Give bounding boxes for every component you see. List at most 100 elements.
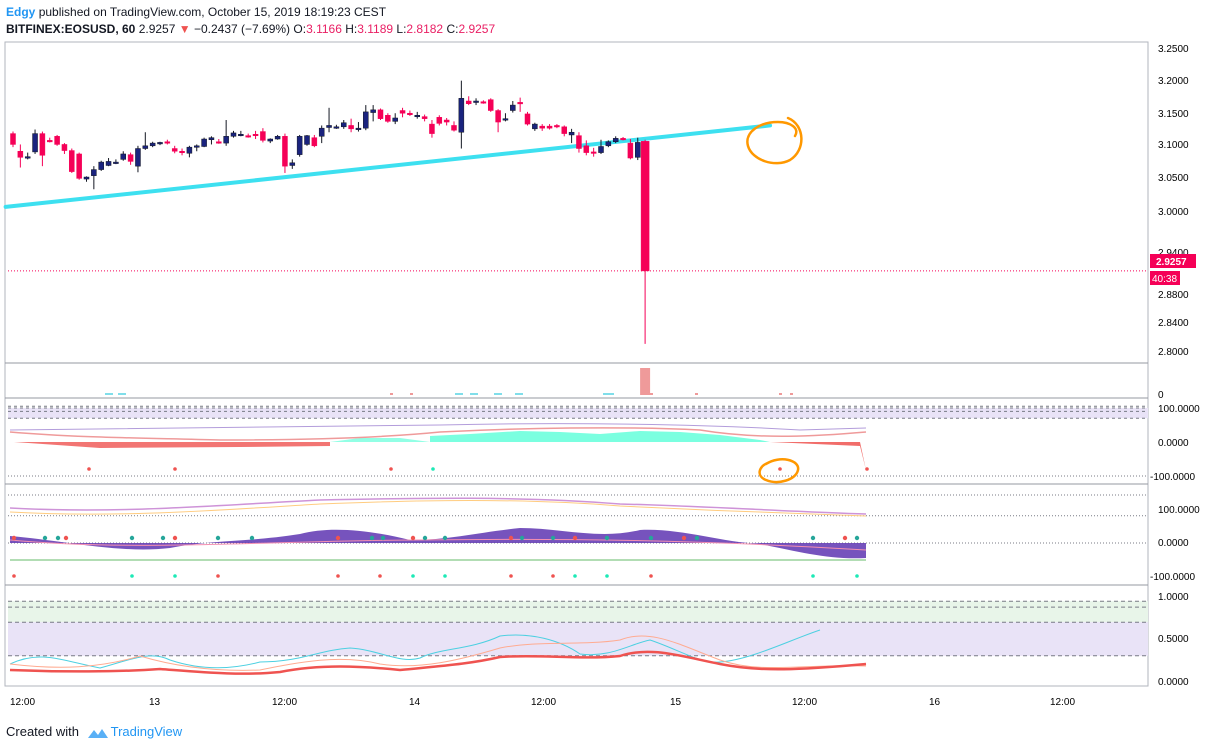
osc3-mid-band (8, 622, 1148, 656)
osc2-dot (410, 535, 416, 541)
osc2-signal-dot (378, 574, 382, 578)
volume-bar (118, 393, 126, 395)
price-tick: 2.9400 (1158, 248, 1189, 259)
candle-body (590, 151, 597, 154)
price-tick: 2.8000 (1158, 347, 1189, 358)
osc2-dot (681, 535, 687, 541)
osc2-dot (55, 535, 61, 541)
high-label: H: (345, 22, 358, 36)
osc2-area (10, 528, 866, 559)
osc2-tick: 0.0000 (1158, 538, 1189, 549)
osc2-line (9, 500, 867, 517)
candle-body (245, 135, 251, 138)
annotations[interactable] (746, 116, 803, 484)
osc2-dot (842, 535, 848, 541)
osc1-signal-dot (778, 467, 782, 471)
candle-body (10, 133, 16, 145)
osc2-dot (11, 535, 17, 541)
candle-body (135, 148, 141, 167)
candle-body (289, 162, 296, 166)
symbol-info-bar: BITFINEX:EOSUSD, 60 2.9257 ▼ −0.2437 (−7… (6, 22, 495, 36)
candle-body (113, 161, 119, 164)
candle-body (583, 145, 590, 153)
osc2-tick: -100.0000 (1150, 572, 1195, 583)
candle-body (267, 138, 273, 142)
pane-borders (4, 41, 1149, 687)
volume-bar (650, 393, 653, 395)
price-tick: 2.8400 (1158, 318, 1189, 329)
annotation-circle-oscillator (758, 458, 800, 484)
candle-body (69, 150, 75, 172)
volume-bar (455, 393, 463, 395)
price-axis: 3.2500 3.2000 3.1500 3.1000 3.0500 3.000… (1150, 44, 1196, 358)
candle-body (640, 141, 650, 272)
osc2-dot (508, 535, 514, 541)
candle-body (561, 126, 567, 134)
osc1-negative-area (14, 442, 330, 448)
osc1-signal-dot (173, 467, 177, 471)
candle-body (377, 109, 384, 119)
candle-body (54, 136, 60, 145)
current-price-badge (1150, 254, 1196, 268)
high-value: 3.1189 (357, 22, 394, 36)
candles (10, 80, 793, 395)
candle-body (252, 134, 259, 137)
candle-body (274, 136, 281, 140)
chart-canvas[interactable]: 3.2500 3.2000 3.1500 3.1000 3.0500 3.000… (0, 0, 1225, 720)
tradingview-brand[interactable]: TradingView (110, 724, 183, 739)
countdown-badge (1150, 271, 1180, 285)
osc2-dot (854, 535, 860, 541)
osc2-dot (215, 535, 221, 541)
candle-body (458, 98, 465, 133)
publish-text: published on TradingView.com, October 15… (38, 5, 387, 19)
candle-body (517, 102, 523, 105)
osc3-axis: 1.0000 0.5000 0.0000 (1158, 592, 1189, 688)
candle-body (186, 146, 193, 154)
annotation-circle-price (746, 116, 803, 165)
candle-body (510, 104, 516, 111)
osc2-axis: 100.0000 0.0000 -100.0000 (1150, 505, 1200, 583)
candle-body (260, 131, 266, 141)
volume-bar (606, 393, 614, 395)
osc2-signal-dot (649, 574, 653, 578)
candle-body (39, 133, 46, 156)
volume-bar (640, 368, 651, 395)
candle-body (414, 115, 420, 118)
osc2-dot (369, 535, 375, 541)
time-tick: 14 (409, 697, 421, 708)
osc2-line (9, 497, 867, 515)
candle-body (333, 126, 340, 129)
osc2-dot (335, 535, 341, 541)
time-tick: 12:00 (792, 697, 817, 708)
trendline[interactable] (3, 123, 773, 209)
low-label: L: (396, 22, 407, 36)
time-tick: 12:00 (272, 697, 297, 708)
candle-body (157, 142, 163, 145)
osc2-signal-dot (573, 574, 577, 578)
candle-body (341, 122, 347, 128)
osc2-dot (129, 535, 135, 541)
author-name[interactable]: Edgy (6, 5, 36, 19)
osc1-overbought-band (8, 408, 1148, 419)
candle-body (348, 125, 354, 130)
osc1-signal-dot (865, 467, 869, 471)
candle-body (223, 136, 229, 144)
created-with-text: Created with (6, 724, 79, 739)
osc2-dot (550, 535, 556, 541)
candle-body (429, 123, 435, 134)
osc3-slow-line (9, 650, 867, 675)
osc2-signal-dot (12, 574, 16, 578)
osc1-tick: 0.0000 (1158, 438, 1189, 449)
time-tick: 16 (929, 697, 941, 708)
osc1-positive-area (430, 431, 770, 442)
osc2-dot (694, 535, 700, 541)
price-tick: 3.1500 (1158, 109, 1189, 120)
volume-axis: 0 (1158, 390, 1164, 401)
candle-body (605, 141, 612, 147)
candle-body (443, 119, 450, 123)
price-tick: 3.2500 (1158, 44, 1189, 55)
osc3-mid-line (9, 635, 867, 671)
time-tick: 13 (149, 697, 161, 708)
candle-body (576, 135, 582, 149)
candle-body (598, 146, 604, 153)
